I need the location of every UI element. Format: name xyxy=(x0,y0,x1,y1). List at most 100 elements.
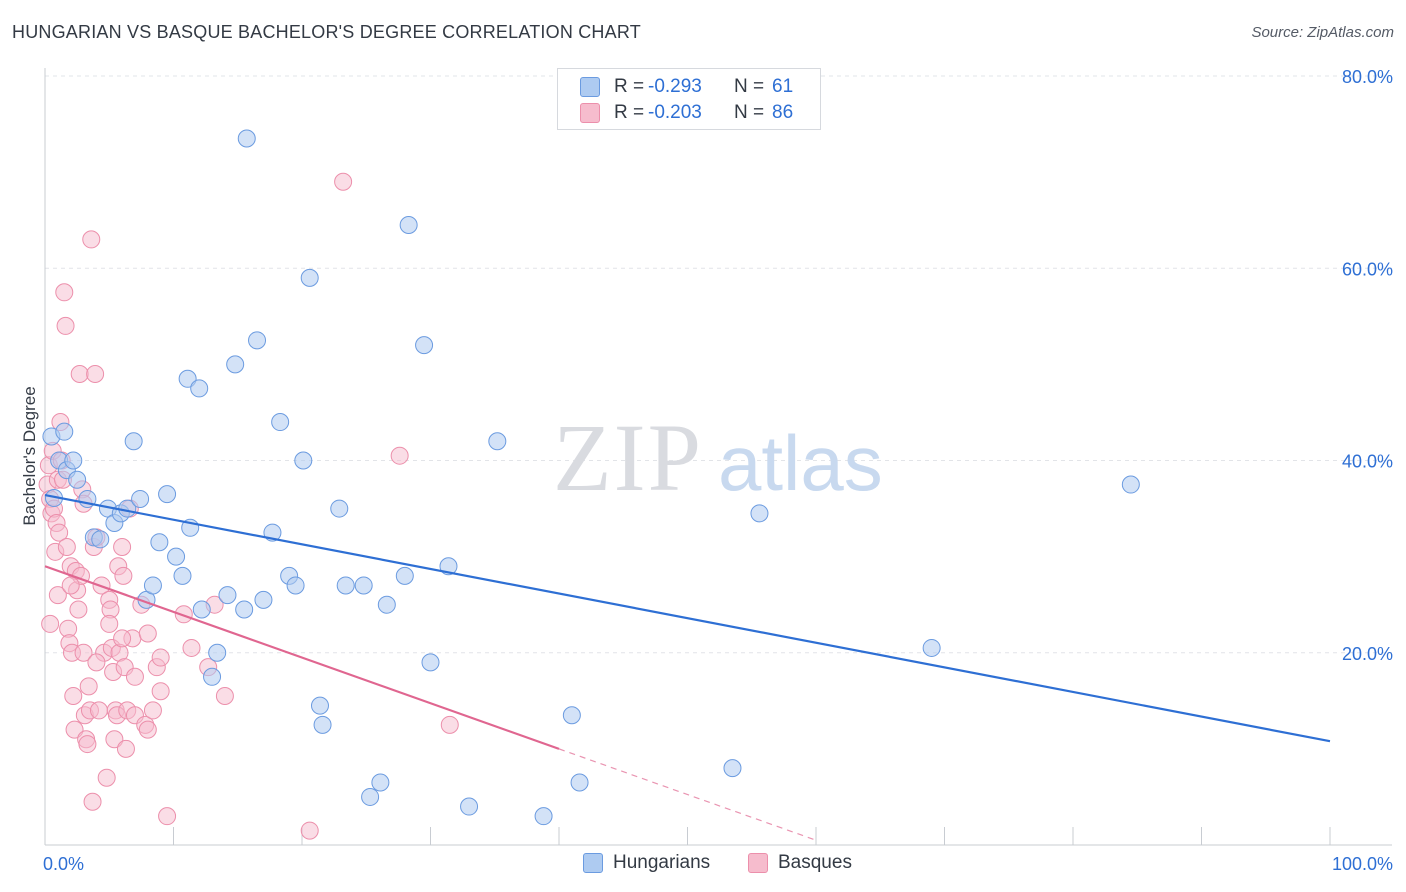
series-legend: Hungarians Basques xyxy=(0,852,1406,878)
hungarians-point xyxy=(167,547,186,566)
hungarians-point xyxy=(55,422,74,441)
hungarians-point xyxy=(226,355,245,374)
axes xyxy=(44,68,1392,846)
basques-point xyxy=(78,735,97,754)
basques-point xyxy=(56,316,75,335)
hungarians-point xyxy=(570,773,589,792)
basques-trend-line xyxy=(44,565,560,750)
basques-point xyxy=(83,792,102,811)
basques-point xyxy=(440,715,459,734)
legend-item-hungarians[interactable]: Hungarians xyxy=(583,852,710,874)
hungarians-point xyxy=(150,533,169,552)
hungarians-point xyxy=(68,470,87,489)
basques-point xyxy=(57,538,76,557)
hungarians-point xyxy=(271,413,290,432)
hungarians-point xyxy=(313,715,332,734)
basques-point xyxy=(334,172,353,191)
basques-point xyxy=(215,687,234,706)
basques-point xyxy=(48,586,67,605)
hungarians-point xyxy=(208,643,227,662)
basques-point xyxy=(390,446,409,465)
basques-trend-extension xyxy=(558,748,817,841)
basques-point xyxy=(151,682,170,701)
basques-point xyxy=(125,667,144,686)
hungarians-point xyxy=(143,576,162,595)
hungarians-point xyxy=(488,432,507,451)
hungarians-point xyxy=(300,268,319,287)
hungarians-point xyxy=(750,504,769,523)
basques-point xyxy=(65,720,84,739)
basques-point xyxy=(74,643,93,662)
y-axis-label: Bachelor's Degree xyxy=(20,386,39,525)
hungarians-point xyxy=(131,489,150,508)
hungarians-point xyxy=(922,638,941,657)
chart-title: HUNGARIAN VS BASQUE BACHELOR'S DEGREE CO… xyxy=(12,22,641,42)
hungarians-point xyxy=(354,576,373,595)
hungarians-point xyxy=(421,653,440,672)
hungarians-point xyxy=(534,807,553,826)
basques-point xyxy=(114,566,133,585)
hungarians-points xyxy=(42,129,1140,826)
hungarians-point xyxy=(178,369,197,388)
basques-point xyxy=(70,364,89,383)
hungarians-point xyxy=(361,787,380,806)
hungarians-point xyxy=(124,432,143,451)
basques-point xyxy=(87,653,106,672)
n-value: 86 xyxy=(772,102,794,123)
legend-item-basques[interactable]: Basques xyxy=(748,852,852,874)
r-value: -0.203 xyxy=(648,102,702,123)
hungarians-point xyxy=(203,667,222,686)
basques-point xyxy=(174,605,193,624)
r-label: R = xyxy=(614,102,645,123)
hungarians-point xyxy=(330,499,349,518)
watermark-atlas: atlas xyxy=(718,419,883,507)
hungarians-point xyxy=(562,706,581,725)
x-tick-label: 100.0% xyxy=(1332,854,1393,874)
hungarians-point xyxy=(399,215,418,234)
x-tick-label: 0.0% xyxy=(43,854,84,874)
hungarians-point xyxy=(218,586,237,605)
basques-point xyxy=(182,638,201,657)
hungarians-point xyxy=(192,600,211,619)
hungarians-point xyxy=(64,451,83,470)
basques-point xyxy=(300,821,319,840)
hungarians-point xyxy=(173,566,192,585)
basques-point xyxy=(138,624,157,643)
y-tick-label: 20.0% xyxy=(1342,644,1393,664)
basques-point xyxy=(50,523,69,542)
hungarians-point xyxy=(371,773,390,792)
hungarians-trend-line xyxy=(44,494,1331,743)
hungarians-point xyxy=(190,379,209,398)
hungarians-point xyxy=(91,530,110,549)
n-value: 61 xyxy=(772,76,794,97)
watermark: ZIP atlas xyxy=(553,404,883,511)
basques-swatch xyxy=(580,103,600,123)
hungarians-point xyxy=(294,451,313,470)
hungarians-point xyxy=(235,600,254,619)
hungarians-point xyxy=(248,331,267,350)
y-tick-label: 80.0% xyxy=(1342,67,1393,87)
hungarians-point xyxy=(286,576,305,595)
hungarians-point xyxy=(158,485,177,504)
y-tick-label: 60.0% xyxy=(1342,259,1393,279)
hungarians-point xyxy=(415,336,434,355)
hungarians-point xyxy=(310,696,329,715)
hungarians-point xyxy=(723,759,742,778)
y-tick-label: 40.0% xyxy=(1342,452,1393,472)
grid-lines xyxy=(45,75,1392,654)
basques-point xyxy=(89,701,108,720)
hungarians-point xyxy=(1121,475,1140,494)
hungarians-legend-swatch xyxy=(583,853,603,873)
legend-label-basques: Basques xyxy=(778,852,852,873)
basques-point xyxy=(151,648,170,667)
r-value: -0.293 xyxy=(648,76,702,97)
basques-point xyxy=(69,600,88,619)
basques-point xyxy=(138,720,157,739)
stats-row-basques: R = -0.203 N = 86 xyxy=(580,101,793,125)
basques-point xyxy=(143,701,162,720)
hungarians-point xyxy=(336,576,355,595)
stats-legend: R = -0.293 N = 61 R = -0.203 N = 86 xyxy=(557,68,821,130)
basques-point xyxy=(55,283,74,302)
legend-label-hungarians: Hungarians xyxy=(613,852,711,873)
